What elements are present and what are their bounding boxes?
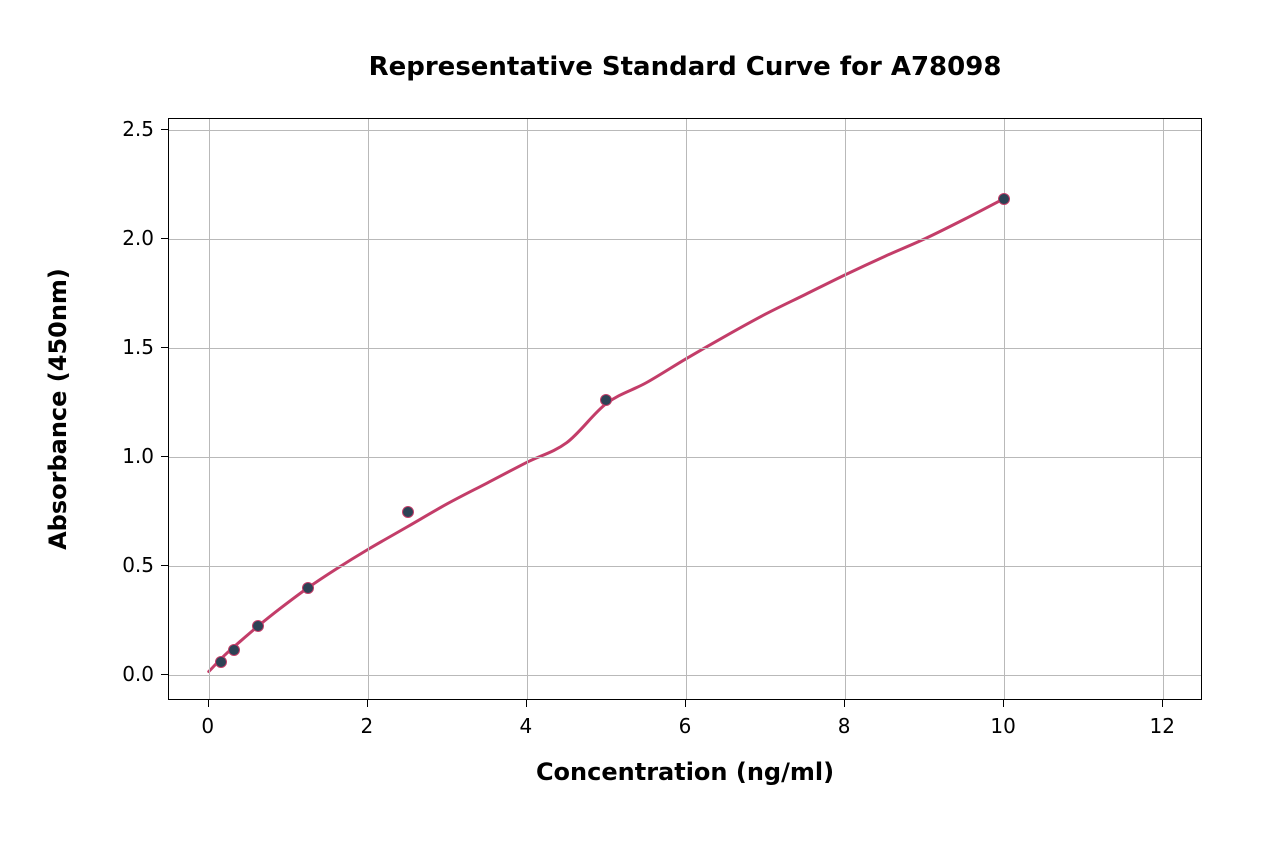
data-point-marker: [600, 394, 612, 406]
y-tick-label: 0.0: [122, 662, 154, 686]
data-point-marker: [228, 644, 240, 656]
grid-line-vertical: [1163, 119, 1164, 699]
x-tick-label: 6: [679, 714, 692, 738]
y-tick-label: 2.5: [122, 117, 154, 141]
grid-line-horizontal: [169, 566, 1201, 567]
figure: Representative Standard Curve for A78098…: [0, 0, 1280, 845]
grid-line-horizontal: [169, 457, 1201, 458]
plot-area: [168, 118, 1202, 700]
data-point-marker: [252, 620, 264, 632]
y-tick-mark: [161, 347, 168, 348]
data-point-marker: [215, 656, 227, 668]
grid-line-vertical: [527, 119, 528, 699]
x-tick-mark: [1162, 700, 1163, 707]
y-tick-label: 0.5: [122, 553, 154, 577]
y-tick-mark: [161, 565, 168, 566]
grid-line-vertical: [368, 119, 369, 699]
standard-curve-line: [209, 199, 1004, 672]
x-tick-mark: [526, 700, 527, 707]
x-tick-mark: [208, 700, 209, 707]
chart-title: Representative Standard Curve for A78098: [369, 52, 1002, 82]
y-tick-mark: [161, 674, 168, 675]
x-tick-mark: [844, 700, 845, 707]
y-tick-mark: [161, 456, 168, 457]
data-point-marker: [402, 506, 414, 518]
x-tick-mark: [685, 700, 686, 707]
x-tick-label: 10: [990, 714, 1015, 738]
y-tick-label: 2.0: [122, 226, 154, 250]
y-tick-label: 1.0: [122, 444, 154, 468]
x-tick-mark: [367, 700, 368, 707]
x-tick-label: 8: [838, 714, 851, 738]
data-point-marker: [998, 193, 1010, 205]
grid-line-vertical: [209, 119, 210, 699]
x-tick-label: 0: [201, 714, 214, 738]
y-tick-mark: [161, 238, 168, 239]
x-tick-label: 2: [360, 714, 373, 738]
x-tick-label: 12: [1149, 714, 1174, 738]
grid-line-horizontal: [169, 348, 1201, 349]
y-tick-mark: [161, 129, 168, 130]
grid-line-vertical: [1004, 119, 1005, 699]
x-tick-mark: [1003, 700, 1004, 707]
data-point-marker: [302, 582, 314, 594]
grid-line-vertical: [845, 119, 846, 699]
grid-line-horizontal: [169, 239, 1201, 240]
grid-line-horizontal: [169, 675, 1201, 676]
grid-line-vertical: [686, 119, 687, 699]
x-tick-label: 4: [520, 714, 533, 738]
y-tick-label: 1.5: [122, 335, 154, 359]
y-axis-label: Absorbance (450nm): [44, 268, 72, 550]
grid-line-horizontal: [169, 130, 1201, 131]
x-axis-label: Concentration (ng/ml): [536, 758, 834, 786]
